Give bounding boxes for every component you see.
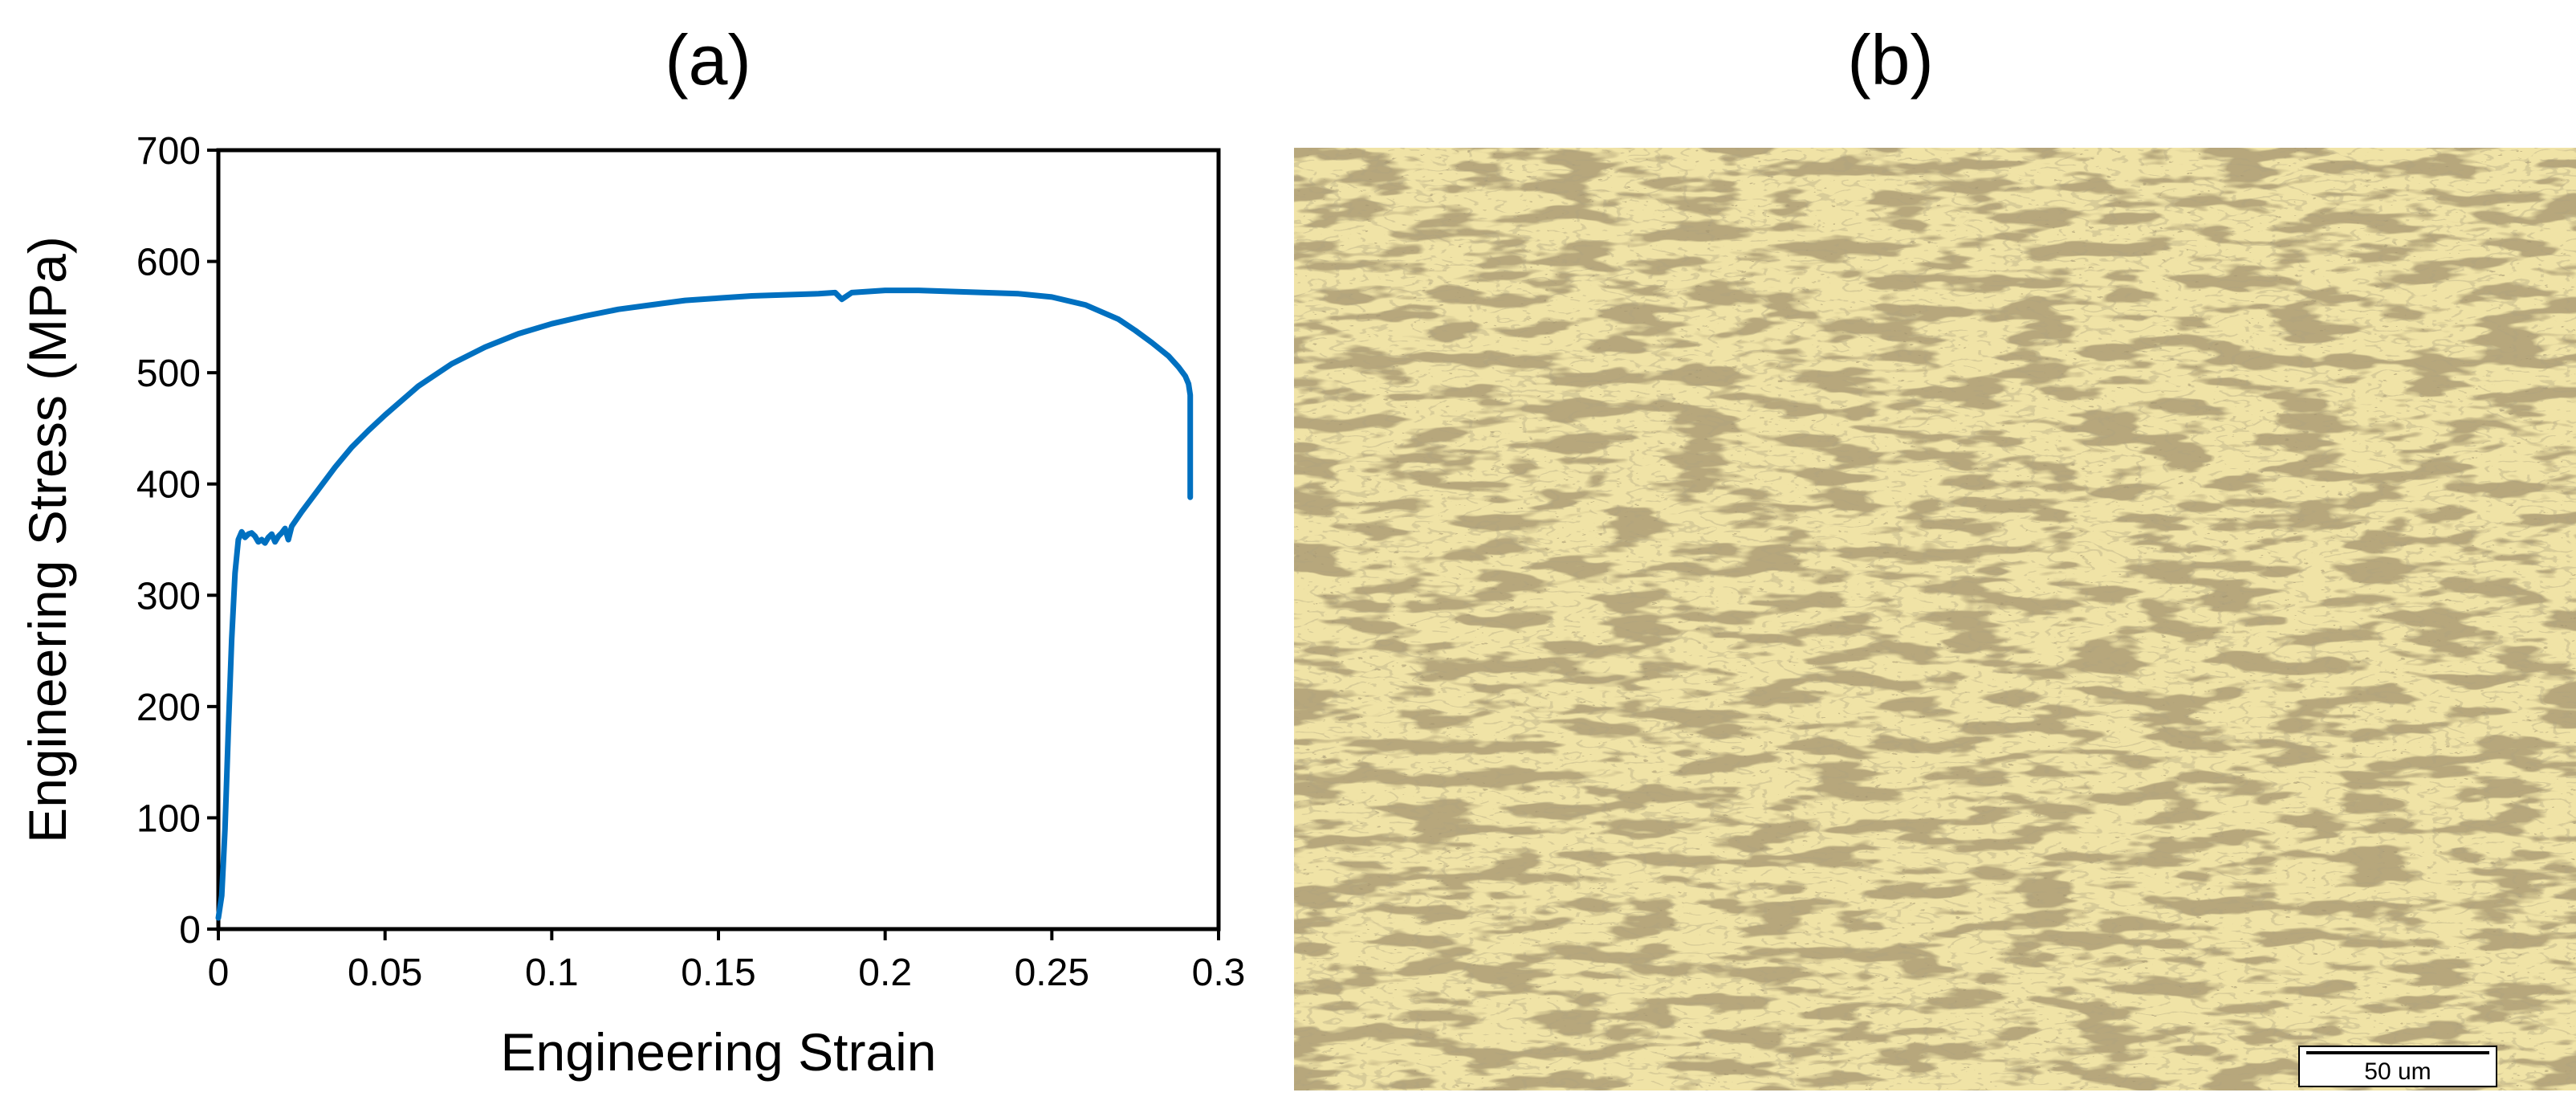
y-tick-label: 600 bbox=[136, 242, 201, 284]
scale-bar: 50 um bbox=[2298, 1046, 2497, 1087]
y-axis: 0 100 200 300 400 500 600 700 bbox=[136, 130, 218, 952]
series-layer bbox=[215, 287, 1194, 921]
x-tick-label: 0.3 bbox=[1192, 952, 1246, 994]
stress-strain-chart: 0 100 200 300 400 500 600 700 0 0.05 0.1 0.15 0.2 0.… bbox=[18, 130, 1245, 1082]
x-tick-label: 0 bbox=[208, 952, 230, 994]
micrograph-image: 50 um bbox=[1294, 148, 2576, 1091]
scale-bar-label: 50 um bbox=[2364, 1058, 2431, 1085]
x-tick-label: 0.2 bbox=[858, 952, 912, 994]
y-tick-label: 400 bbox=[136, 464, 201, 507]
plot-area bbox=[216, 148, 1221, 932]
x-axis: 0 0.05 0.1 0.15 0.2 0.25 0.3 bbox=[208, 929, 1246, 994]
x-tick-label: 0.1 bbox=[525, 952, 579, 994]
panel-label-a: (a) bbox=[665, 20, 751, 100]
y-tick-label: 200 bbox=[136, 687, 201, 729]
y-tick-label: 700 bbox=[136, 130, 201, 173]
y-tick-label: 0 bbox=[179, 909, 201, 952]
x-tick-label: 0.25 bbox=[1015, 952, 1089, 994]
x-axis-title: Engineering Strain bbox=[500, 1022, 936, 1082]
x-tick-label: 0.05 bbox=[348, 952, 422, 994]
panel-label-b: (b) bbox=[1847, 20, 1934, 100]
series-line-0 bbox=[215, 287, 1194, 921]
x-tick-label: 0.15 bbox=[681, 952, 755, 994]
y-tick-label: 100 bbox=[136, 797, 201, 840]
y-tick-label: 300 bbox=[136, 575, 201, 618]
y-tick-label: 500 bbox=[136, 353, 201, 395]
y-axis-title: Engineering Stress (MPa) bbox=[18, 236, 77, 843]
